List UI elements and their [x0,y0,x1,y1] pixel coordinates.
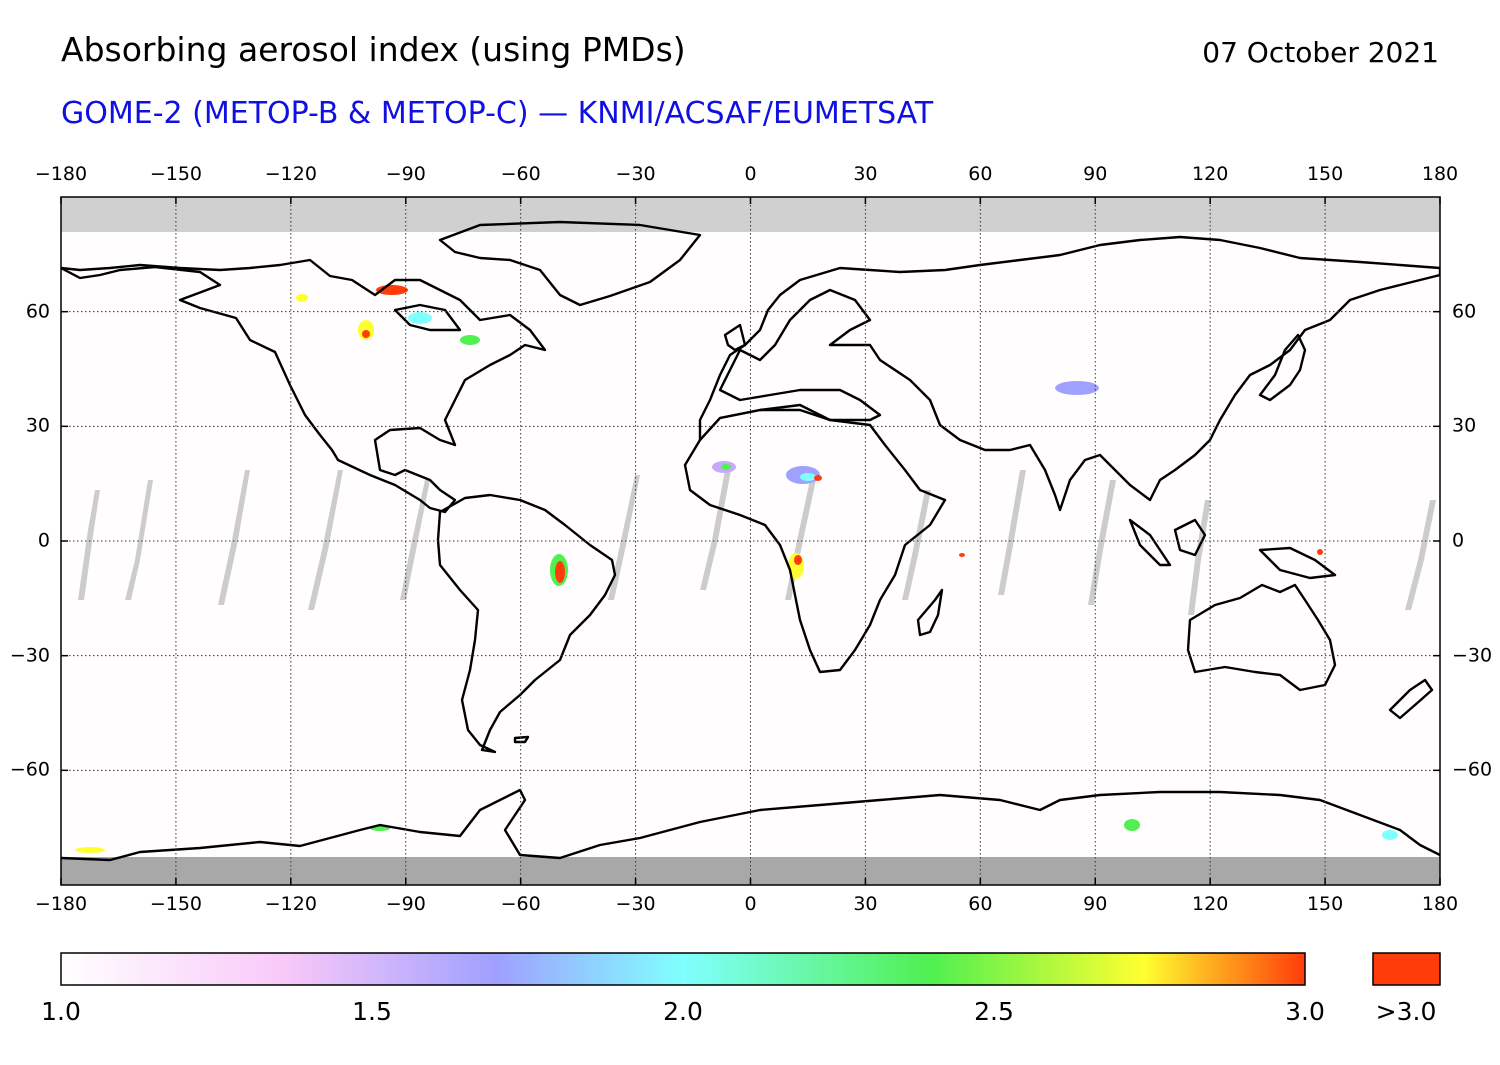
lon-label-top: −30 [615,163,656,185]
map-title: Absorbing aerosol index (using PMDs) [61,30,686,69]
lat-label-right: −30 [1452,644,1493,667]
hotspot-sw-antarctic [75,847,105,853]
lon-label-bottom: −180 [34,893,88,915]
lon-label-top: −150 [149,163,202,185]
hotspot-ross-sea [1382,830,1398,840]
colorbar-tick-label: 3.0 [1285,997,1325,1026]
colorbar-tick-label: 2.5 [974,997,1014,1026]
coast-uk [723,323,747,352]
coast-africa [683,408,947,674]
tick-marks [60,197,1441,885]
lon-label-top: −120 [264,163,317,185]
lat-label-right: 60 [1452,300,1477,323]
map-subtitle: GOME-2 (METOP-B & METOP-C) — KNMI/ACSAF/… [61,96,934,131]
lon-label-bottom: −30 [615,893,656,915]
lon-label-top: 120 [1192,163,1229,185]
hotspot-alaska [296,294,308,302]
coast-greenland [438,220,702,307]
lon-label-top: 90 [1083,163,1108,185]
colorbar-overflow-swatch [1372,952,1441,986]
hotspot-angola-core [794,555,802,565]
lon-label-bottom: 60 [968,893,993,915]
coast-south-america [436,493,617,754]
coast-north-america [61,258,547,514]
hotspot-w-sahara-core [721,464,731,470]
colorbar-tick-label: 1.0 [41,997,81,1026]
lon-label-bottom: 180 [1421,893,1459,915]
coast-japan [1258,333,1307,402]
map-date: 07 October 2021 [1202,36,1439,69]
coast-new-zealand [1388,678,1434,720]
colorbar-tick-label: 2.0 [663,997,703,1026]
lat-label-left: −60 [9,758,50,781]
hotspot-indian-ocean [959,553,965,557]
hotspot-png [1317,549,1323,555]
coast-hudson-bay [393,303,462,332]
lat-label-right: −60 [1452,758,1493,781]
lon-label-bottom: −150 [149,893,202,915]
colorbar-overflow-label: >3.0 [1375,997,1437,1026]
hotspot-w-canada-core [362,330,370,338]
lat-label-left: 60 [25,300,50,323]
lat-label-right: 30 [1452,414,1477,437]
lon-label-top: 0 [744,163,757,185]
lon-label-top: −60 [500,163,541,185]
coast-antarctica [61,788,1440,862]
coast-australia [1186,583,1337,692]
gridlines [61,197,1440,885]
lon-label-top: 60 [968,163,993,185]
hotspot-antarctic [1124,819,1140,831]
lat-label-right: 0 [1452,529,1465,552]
lon-label-bottom: 120 [1192,893,1229,915]
coast-madagascar [916,588,944,637]
hotspot-chad-peak [814,475,822,481]
hotspot-taklamakan [1055,381,1099,395]
lon-label-bottom: 30 [853,893,878,915]
hotspot-chad-core [800,473,816,481]
lon-label-top: 150 [1306,163,1344,185]
lon-label-bottom: −120 [264,893,317,915]
hotspot-hudson [408,312,432,324]
lon-label-top: −90 [385,163,426,185]
lat-label-left: 30 [25,414,50,437]
lon-label-top: 30 [853,163,878,185]
hotspot-quebec [460,335,480,345]
lat-label-left: −30 [9,644,50,667]
lon-label-bottom: 90 [1083,893,1108,915]
lon-label-top: −180 [34,163,88,185]
coast-falklands [513,735,530,744]
lat-label-left: 0 [37,529,50,552]
coast-new-guinea [1258,546,1337,580]
hotspot-brazil-core [555,561,565,583]
lon-label-bottom: 150 [1306,893,1344,915]
colorbar-tick-label: 1.5 [352,997,392,1026]
lon-label-bottom: −90 [385,893,426,915]
coastlines [61,220,1440,862]
lon-label-top: 180 [1421,163,1459,185]
coast-borneo [1173,518,1207,557]
colorbar [60,952,1306,986]
coast-eurasia [698,235,1440,512]
map-area [61,197,1440,885]
orbit-gaps [78,470,1436,615]
lon-label-bottom: 0 [744,893,757,915]
lon-label-bottom: −60 [500,893,541,915]
